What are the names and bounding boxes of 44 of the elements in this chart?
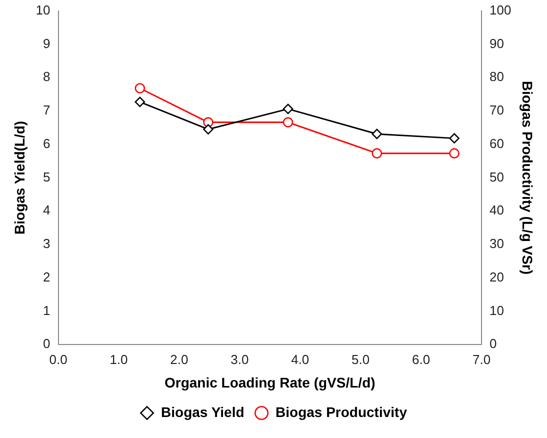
- point: [282, 117, 294, 128]
- x-tick-label: 2.0: [170, 352, 188, 367]
- x-tick-label: 4.0: [291, 352, 310, 367]
- x-tick-label: 0.0: [49, 352, 68, 367]
- y-tick-label: 8: [43, 69, 50, 84]
- y-axis-title: Biogas Yield(L/d): [11, 120, 28, 234]
- point: [134, 83, 146, 94]
- y2-axis-title: Biogas Productivity (L/g VSr): [520, 80, 536, 275]
- x-axis-title: Organic Loading Rate (gVS/L/d): [164, 374, 376, 390]
- y2-tick-label: 20: [490, 269, 504, 284]
- point: [449, 148, 460, 158]
- y2-tick-label: 80: [490, 69, 504, 84]
- point: [203, 124, 214, 134]
- y-tick-label: 6: [43, 136, 50, 151]
- y2-tick-label: 70: [490, 102, 504, 118]
- y-tick-label: 3: [43, 236, 50, 252]
- legend-label: Biogas Productivity: [276, 404, 408, 420]
- x-tick-label: 6.0: [412, 352, 430, 367]
- y2-tick-label: 60: [490, 136, 504, 151]
- x-tick-label: 5.0: [352, 352, 370, 367]
- y2-tick-label: 0: [490, 336, 497, 352]
- y-tick-label: 0: [43, 336, 50, 352]
- point: [134, 96, 146, 108]
- x-tick-label: 7.0: [472, 352, 491, 367]
- y-tick-label: 7: [43, 102, 50, 118]
- y-tick-label: 4: [43, 202, 50, 218]
- y-tick-label: 10: [36, 2, 50, 18]
- y-tick-label: 9: [43, 36, 50, 51]
- y2-tick-label: 10: [490, 302, 504, 318]
- x-tick-label: 3.0: [230, 352, 249, 367]
- legend-label: Biogas Yield: [161, 404, 244, 420]
- x-tick-label: 1.0: [110, 352, 128, 367]
- y-tick-label: 5: [43, 169, 50, 184]
- y2-tick-label: 100: [490, 2, 512, 18]
- point: [282, 104, 294, 114]
- point: [449, 133, 460, 144]
- y-tick-label: 2: [43, 269, 50, 284]
- y-tick-label: 1: [43, 302, 50, 318]
- y2-tick-label: 30: [490, 236, 504, 252]
- y2-tick-label: 90: [490, 36, 504, 51]
- point: [372, 128, 382, 140]
- y2-tick-label: 50: [490, 169, 504, 184]
- point: [372, 148, 382, 158]
- y2-tick-label: 40: [490, 202, 504, 218]
